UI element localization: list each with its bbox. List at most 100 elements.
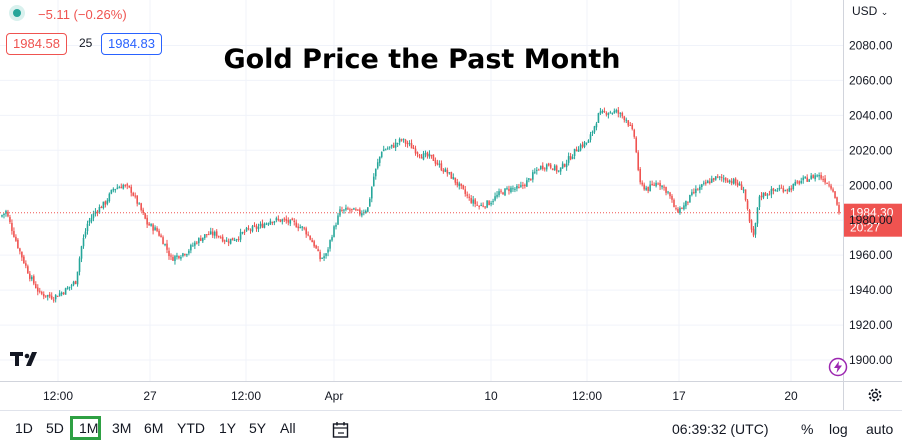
candle-body — [315, 245, 317, 249]
candle-body — [72, 281, 75, 285]
candle-body — [213, 231, 216, 236]
candle-body — [251, 226, 254, 232]
timeframe-all-button[interactable]: All — [280, 420, 296, 436]
candle-body — [712, 178, 715, 181]
candle-body — [530, 178, 532, 180]
candle-body — [29, 273, 31, 279]
candle-body — [541, 165, 544, 170]
log-scale-toggle[interactable]: log — [829, 421, 848, 437]
candle-body — [102, 201, 105, 209]
candle-body — [261, 223, 264, 228]
candle-body — [293, 220, 296, 222]
candle-body — [806, 177, 808, 182]
candle-body — [104, 201, 107, 205]
candle-body — [152, 224, 154, 231]
candle-body — [74, 281, 77, 284]
candle-body — [42, 294, 45, 297]
candle-body — [734, 178, 737, 184]
candle-body — [130, 186, 133, 193]
timeframe-3m-button[interactable]: 3M — [112, 420, 132, 436]
candle-body — [86, 223, 89, 232]
candle-body — [722, 178, 725, 180]
candle-body — [341, 209, 343, 211]
candle-body — [420, 156, 423, 159]
timeframe-6m-button[interactable]: 6M — [144, 420, 164, 436]
candle-body — [283, 218, 286, 220]
candle-body — [464, 189, 467, 194]
candle-body — [740, 184, 743, 190]
candle-body — [649, 184, 651, 192]
candle-body — [38, 290, 41, 292]
candle-body — [667, 191, 669, 193]
timeframe-5d-button[interactable]: 5D — [46, 420, 64, 436]
candle-body — [329, 240, 331, 249]
candle-body — [476, 204, 478, 206]
candle-body — [98, 207, 101, 214]
candle-body — [66, 287, 69, 290]
clock-utc[interactable]: 06:39:32 (UTC) — [672, 421, 769, 437]
candle-body — [190, 245, 192, 251]
candle-body — [1, 215, 3, 217]
candle-body — [390, 144, 393, 147]
candle-body — [295, 222, 298, 228]
candle-body — [132, 193, 135, 196]
candle-body — [267, 223, 270, 225]
candle-body — [551, 168, 554, 171]
candle-body — [9, 217, 11, 223]
candle-body — [478, 205, 480, 207]
candle-body — [221, 236, 224, 242]
bid-price-button[interactable]: 1984.58 — [6, 33, 67, 55]
candle-body — [494, 196, 496, 201]
candle-body — [205, 234, 208, 236]
candle-body — [52, 299, 55, 301]
y-tick-label: 1940.00 — [849, 283, 893, 297]
candle-body — [528, 178, 530, 180]
candle-body — [810, 175, 812, 179]
candle-body — [631, 124, 634, 130]
candle-body — [679, 208, 681, 213]
percent-scale-toggle[interactable]: % — [801, 421, 814, 437]
candle-body — [742, 189, 745, 191]
candle-body — [766, 194, 769, 196]
candle-body — [60, 292, 63, 295]
candle-body — [571, 156, 574, 159]
candle-body — [44, 295, 47, 297]
candle-body — [764, 192, 767, 196]
timeframe-1m-button[interactable]: 1M — [79, 420, 99, 436]
gear-icon[interactable] — [866, 386, 884, 404]
candle-body — [225, 240, 228, 242]
candle-body — [110, 189, 113, 194]
auto-scale-toggle[interactable]: auto — [866, 421, 894, 437]
candle-body — [194, 242, 196, 246]
candle-body — [663, 186, 665, 188]
lightning-icon[interactable] — [828, 357, 848, 377]
candle-body — [619, 112, 622, 114]
candle-body — [687, 201, 689, 203]
candle-body — [812, 175, 814, 179]
candle-body — [410, 143, 413, 149]
timeframe-ytd-button[interactable]: YTD — [177, 420, 205, 436]
timeframe-5y-button[interactable]: 5Y — [249, 420, 267, 436]
candle-body — [472, 199, 474, 204]
candle-body — [581, 144, 584, 147]
candle-body — [25, 263, 27, 266]
candle-body — [589, 134, 592, 140]
timeframe-1d-button[interactable]: 1D — [15, 420, 33, 436]
candle-body — [796, 181, 799, 183]
candle-body — [273, 221, 276, 223]
candle-body — [388, 146, 391, 148]
candle-body — [736, 182, 739, 186]
candle-body — [235, 239, 238, 241]
ask-price-button[interactable]: 1984.83 — [101, 33, 162, 55]
timeframe-1y-button[interactable]: 1Y — [219, 420, 237, 436]
candle-body — [808, 179, 810, 182]
currency-selector[interactable]: USD ⌄ — [852, 4, 888, 18]
candle-body — [738, 183, 741, 186]
calendar-icon[interactable] — [332, 421, 350, 439]
candle-body — [500, 190, 502, 192]
candle-body — [826, 182, 828, 184]
candle-body — [78, 258, 81, 272]
candle-body — [50, 295, 53, 299]
candle-body — [370, 187, 373, 199]
